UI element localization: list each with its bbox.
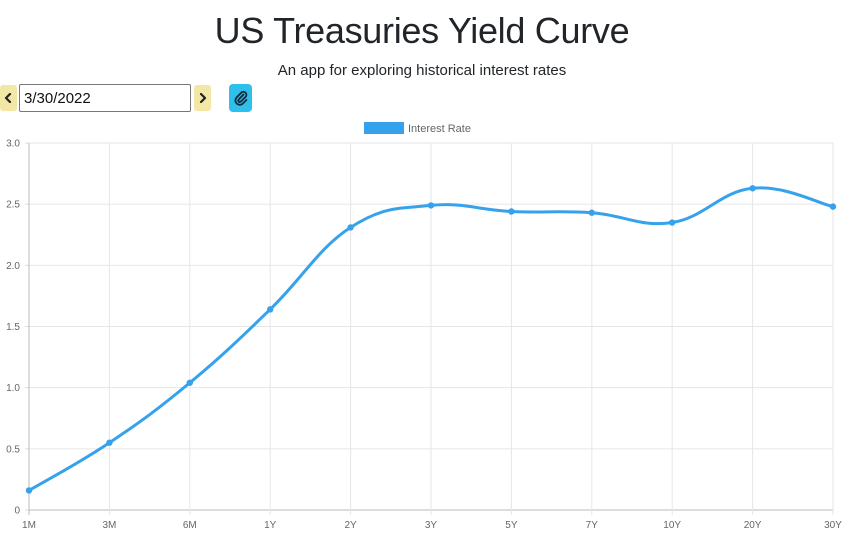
y-tick-label: 1.5 [6, 322, 20, 333]
page-title: US Treasuries Yield Curve [214, 10, 630, 51]
x-tick-label: 5Y [505, 520, 518, 531]
y-axis: 0 0.5 1.0 1.5 2.0 2.5 3.0 [6, 139, 20, 517]
data-point [186, 379, 193, 386]
x-tick-label: 3M [102, 520, 116, 531]
x-tick-label: 30Y [824, 520, 842, 531]
data-point [588, 209, 595, 216]
copy-link-button[interactable] [229, 84, 252, 112]
data-point [106, 439, 113, 446]
x-tick-label: 1M [22, 520, 36, 531]
date-input[interactable] [19, 84, 191, 112]
x-tick-label: 3Y [425, 520, 438, 531]
chevron-left-icon [4, 93, 12, 103]
y-tick-label: 2.0 [6, 261, 20, 272]
interest-rate-line [28, 186, 834, 492]
next-date-button[interactable] [194, 85, 211, 111]
data-point [25, 487, 33, 494]
y-tick-label: 0 [14, 506, 20, 517]
x-tick-label: 1Y [264, 520, 277, 531]
y-tick-label: 0.5 [6, 444, 20, 455]
page-subtitle: An app for exploring historical interest… [277, 62, 567, 79]
y-tick-label: 1.0 [6, 383, 20, 394]
x-tick-label: 6M [183, 520, 197, 531]
y-tick-label: 3.0 [6, 139, 20, 150]
x-tick-label: 20Y [744, 520, 762, 531]
x-axis: 1M 3M 6M 1Y 2Y 3Y 5Y 7Y 10Y 20Y 30Y [22, 520, 842, 531]
data-point [508, 208, 515, 215]
paperclip-icon [233, 90, 247, 106]
x-tick-label: 10Y [663, 520, 681, 531]
legend-label: Interest Rate [408, 123, 471, 135]
data-point [427, 202, 435, 209]
x-tick-label: 2Y [344, 520, 357, 531]
chart-grid [25, 142, 834, 515]
data-point [669, 219, 676, 226]
data-point [347, 224, 354, 231]
data-point [749, 185, 756, 192]
chevron-right-icon [199, 93, 207, 103]
x-tick-label: 7Y [586, 520, 599, 531]
data-points [25, 185, 837, 494]
y-tick-label: 2.5 [6, 200, 20, 211]
chart-legend: Interest Rate [364, 122, 471, 135]
legend-swatch [364, 122, 404, 134]
data-point [829, 203, 837, 210]
yield-curve-chart: Interest Rate 0 0.5 1.0 1.5 2.0 2.5 3.0 1M 3M 6M… [6, 122, 842, 531]
data-point [267, 306, 274, 313]
previous-date-button[interactable] [0, 85, 17, 111]
